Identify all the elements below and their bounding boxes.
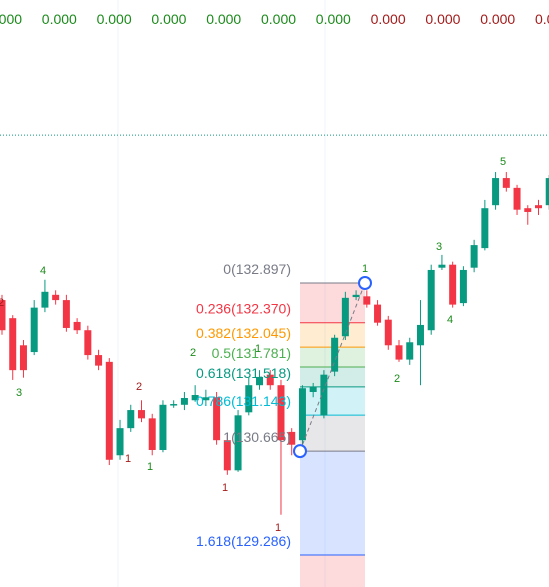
candle-body xyxy=(105,361,113,460)
candle-body xyxy=(524,208,532,212)
fib-level-label: 1(130.665) xyxy=(223,429,291,445)
fib-trend-line xyxy=(299,282,366,452)
candle-body xyxy=(470,245,478,268)
wave-label: 2 xyxy=(190,347,196,359)
top-value: 0.000 xyxy=(480,11,515,27)
candle-body xyxy=(288,431,296,445)
candle-body xyxy=(202,397,210,401)
fib-band xyxy=(300,554,365,587)
candle-body xyxy=(180,398,188,405)
candle-body xyxy=(513,187,521,210)
candle-body xyxy=(449,264,457,305)
candle-body xyxy=(406,342,414,360)
candle-body xyxy=(213,397,221,441)
top-value: 0.000 xyxy=(425,11,460,27)
candle-body xyxy=(459,269,467,304)
wave-label: 2 xyxy=(136,381,142,393)
overlay: 0(132.897) 0.236(132.370) 0.382(132.045) 0.… xyxy=(0,11,549,549)
candle-body xyxy=(73,321,81,331)
candle-body xyxy=(95,355,103,366)
wave-label: 1 xyxy=(147,461,153,473)
wave-label: 1 xyxy=(362,263,368,275)
candle-body xyxy=(19,345,27,371)
top-value: 0.000 xyxy=(371,11,406,27)
top-value: 0.000 xyxy=(535,11,549,27)
top-value: 0.000 xyxy=(0,11,22,27)
fib-level-label: 0.236(132.370) xyxy=(196,301,291,317)
candle-body xyxy=(320,374,328,416)
candle-body xyxy=(352,294,360,298)
candle-body xyxy=(331,337,339,372)
top-value: 0.000 xyxy=(206,11,241,27)
wave-label: 1 xyxy=(275,522,281,534)
candles xyxy=(0,172,549,515)
candle-body xyxy=(438,264,446,268)
wave-label: 1 xyxy=(222,482,228,494)
candle-body xyxy=(363,296,371,305)
candle-body xyxy=(298,388,306,441)
candle-body xyxy=(0,300,6,331)
wave-label: 3 xyxy=(16,387,22,399)
candle-body xyxy=(148,418,156,450)
fib-band xyxy=(300,367,365,387)
candle-body xyxy=(127,410,135,429)
candle-body xyxy=(223,440,231,471)
wave-label: 2 xyxy=(394,373,400,385)
candle-body xyxy=(341,297,349,337)
fib-band xyxy=(300,451,365,555)
fib-level-label: 0.382(132.045) xyxy=(196,325,291,341)
candle-body xyxy=(374,304,382,323)
candle-body xyxy=(256,376,264,386)
fib-band xyxy=(300,282,365,323)
fib-level-label: 0.786(131.143) xyxy=(196,393,291,409)
fib-level-label: 0(132.897) xyxy=(223,261,291,277)
wave-label: 3 xyxy=(436,241,442,253)
candle-body xyxy=(545,178,549,206)
fib-handle xyxy=(358,275,372,290)
candle-body xyxy=(384,319,392,346)
candle-body xyxy=(137,410,145,419)
candle-body xyxy=(427,269,435,331)
candle-body xyxy=(266,374,274,386)
top-value: 0.000 xyxy=(151,11,186,27)
wave-label: 1 xyxy=(125,453,131,465)
candle-body xyxy=(234,415,242,471)
fib-handle xyxy=(293,444,307,459)
candle-body xyxy=(245,385,253,413)
top-value: 0.000 xyxy=(97,11,132,27)
candle-body xyxy=(481,208,489,249)
top-value: 0.000 xyxy=(42,11,77,27)
candle-body xyxy=(116,428,124,456)
fib-level-label: 0.5(131.781) xyxy=(212,345,291,361)
candle-body xyxy=(9,318,17,371)
fib-band xyxy=(300,415,365,452)
candle-body xyxy=(492,178,500,206)
candle-body xyxy=(191,394,199,401)
candle-body xyxy=(395,345,403,360)
fibonacci-retracement xyxy=(0,134,549,587)
fib-level-label: 0.618(131.518) xyxy=(196,365,291,381)
candle-body xyxy=(62,300,70,328)
wave-label: 4 xyxy=(447,314,453,326)
top-value: 0.000 xyxy=(316,11,351,27)
candle-body xyxy=(84,330,92,356)
fib-level-label: 1.618(129.286) xyxy=(196,533,291,549)
wave-label: 1 xyxy=(255,343,261,355)
candle-body xyxy=(170,404,178,406)
wave-label: 2 xyxy=(0,297,4,309)
candle-body xyxy=(30,307,38,353)
candle-body xyxy=(502,178,510,188)
candle-body xyxy=(159,404,167,450)
candle-body xyxy=(52,294,60,301)
candle-body xyxy=(416,324,424,346)
candle-body xyxy=(309,386,317,392)
top-value: 0.000 xyxy=(261,11,296,27)
wave-label: 4 xyxy=(40,265,46,277)
candle-body xyxy=(41,291,49,308)
candle-body xyxy=(277,385,285,441)
candle-body xyxy=(535,205,542,209)
wave-label: 5 xyxy=(500,156,506,168)
